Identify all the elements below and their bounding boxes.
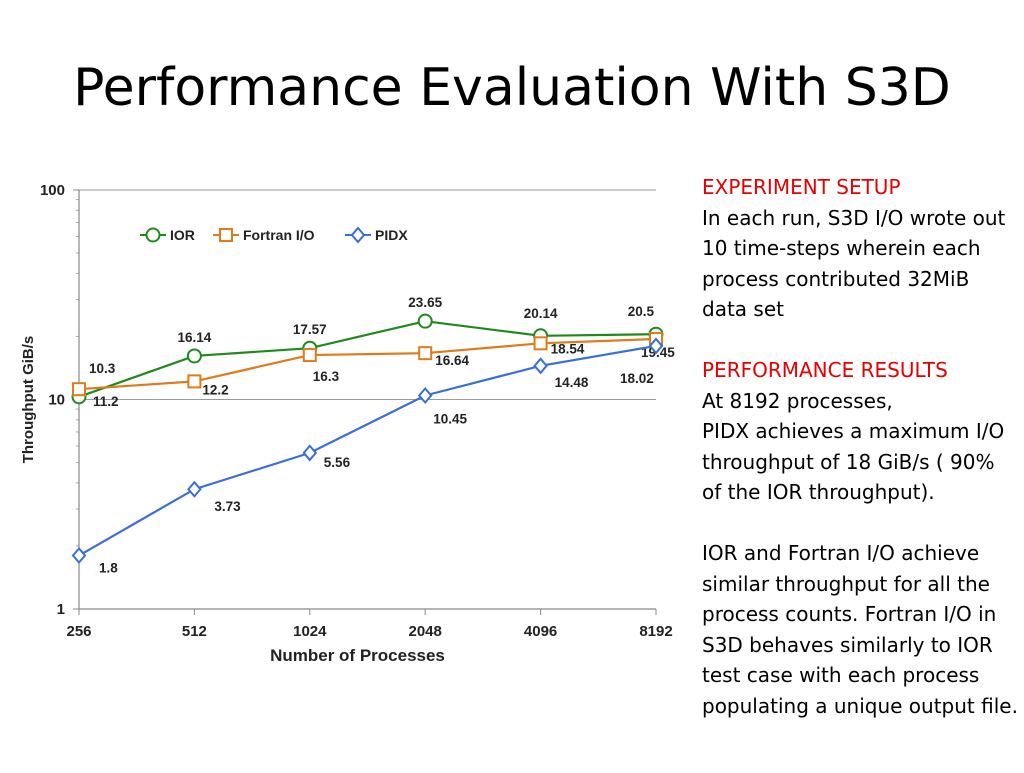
- legend-marker: [219, 228, 233, 242]
- data-label: 18.02: [620, 371, 654, 386]
- setup-heading: EXPERIMENT SETUP: [702, 175, 901, 199]
- data-label: 16.64: [435, 353, 469, 368]
- data-point-fortranio: [302, 348, 317, 363]
- slide-title: Performance Evaluation With S3D: [73, 58, 951, 118]
- results-line-1: At 8192 processes,: [702, 388, 893, 413]
- data-label: 10.3: [89, 361, 116, 376]
- data-label: 11.2: [93, 394, 119, 409]
- data-point-pidx: [648, 337, 664, 355]
- data-label: 16.14: [178, 330, 212, 345]
- data-label: 14.48: [555, 375, 589, 390]
- x-tick-label: 8192: [639, 623, 672, 640]
- data-label: 23.65: [408, 295, 442, 310]
- data-label: 16.3: [313, 369, 340, 384]
- legend-label: IOR: [170, 227, 195, 243]
- y-tick-label: 10: [48, 392, 65, 409]
- series-line-fortranio: [78, 337, 657, 391]
- data-point-pidx: [533, 357, 548, 375]
- y-tick-label: 100: [40, 182, 65, 199]
- setup-text: In each run, S3D I/O wrote out 10 time-s…: [702, 205, 1006, 322]
- x-tick-label: 1024: [293, 623, 327, 640]
- series-line-pidx: [78, 344, 657, 557]
- data-point-ior: [417, 313, 433, 329]
- results-heading: PERFORMANCE RESULTS: [702, 358, 948, 382]
- data-point-fortranio: [418, 346, 433, 361]
- data-point-ior: [186, 348, 202, 364]
- y-axis-title: Throughput GiB/s: [20, 336, 37, 463]
- throughput-chart: 1 10 100 256 512 1024 2048 4096 8192 Number of Pr…: [0, 150, 690, 768]
- data-point-pidx: [302, 444, 318, 462]
- legend-marker: [145, 227, 161, 243]
- legend-marker: [350, 226, 366, 244]
- x-tick-label: 512: [182, 623, 207, 640]
- data-label: 1.8: [99, 561, 118, 576]
- results-text-2: IOR and Fortran I/O achieve similar thro…: [702, 541, 1018, 718]
- data-point-fortranio: [72, 382, 86, 397]
- results-line-2: PIDX achieves a maximum I/O throughput o…: [702, 419, 1005, 504]
- data-label: 18.54: [551, 341, 585, 356]
- data-label: 5.56: [324, 455, 351, 470]
- x-tick-label: 256: [66, 623, 91, 640]
- data-point-pidx: [417, 386, 433, 405]
- data-point-fortranio: [187, 374, 202, 389]
- data-label: 17.57: [293, 322, 327, 337]
- x-tick-label: 2048: [409, 623, 442, 640]
- x-axis-title: Number of Processes: [270, 646, 445, 665]
- chart-svg: 1 10 100 256 512 1024 2048 4096 8192 Number of Pr…: [20, 182, 675, 665]
- series-line-ior: [78, 320, 657, 398]
- legend-label: Fortran I/O: [243, 227, 315, 243]
- data-label: 19.45: [641, 345, 675, 360]
- data-label: 10.45: [433, 411, 467, 426]
- data-point-pidx: [71, 546, 87, 565]
- data-label: 20.14: [524, 306, 558, 321]
- data-point-pidx: [187, 480, 202, 498]
- legend-label: PIDX: [375, 227, 408, 243]
- x-tick-label: 4096: [524, 623, 557, 640]
- data-point-fortranio: [533, 336, 548, 351]
- text-panel: EXPERIMENT SETUP In each run, S3D I/O wr…: [702, 172, 1020, 721]
- data-label: 12.2: [202, 382, 228, 397]
- data-label: 20.5: [628, 304, 655, 319]
- y-tick-label: 1: [57, 601, 65, 618]
- data-label: 3.73: [214, 499, 241, 514]
